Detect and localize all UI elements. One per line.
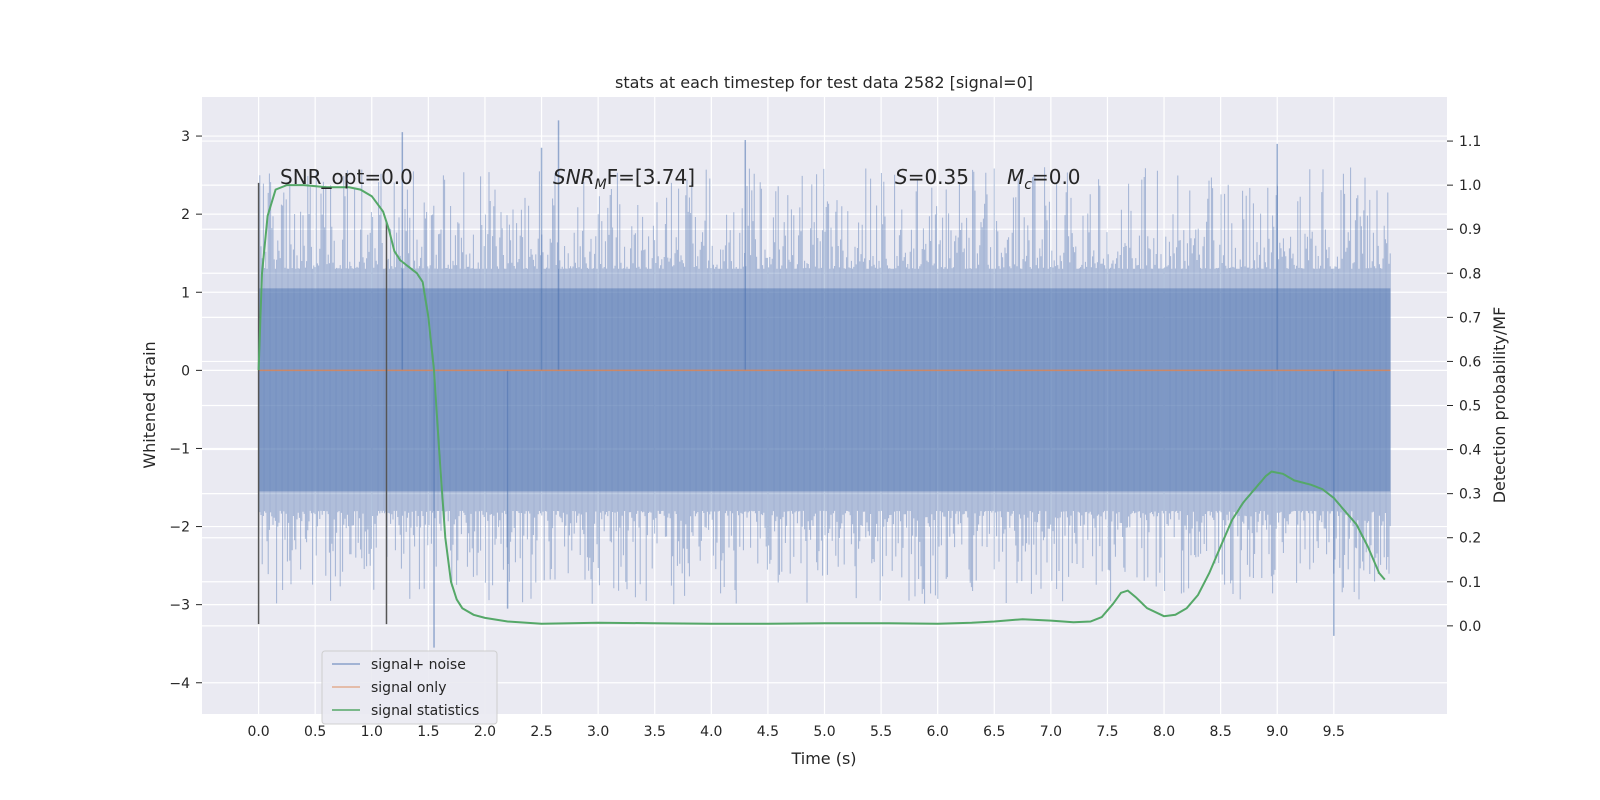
x-tick-label: 5.0 xyxy=(813,724,835,740)
annotation-snr-opt: SNR_opt=0.0 xyxy=(280,165,413,189)
y2-tick-label: 0.8 xyxy=(1459,266,1481,282)
x-tick-label: 9.0 xyxy=(1266,724,1288,740)
y-tick-label: −4 xyxy=(169,676,190,692)
x-axis-label: Time (s) xyxy=(790,749,856,768)
y2-tick-label: 0.2 xyxy=(1459,531,1481,547)
legend-label-statistics: signal statistics xyxy=(371,703,479,719)
y2-tick-label: 1.1 xyxy=(1459,134,1481,150)
y2-axis-ticks: 1.1 1.0 0.9 0.8 0.7 0.6 0.5 0.4 0.3 0.2 0.1 0.0 xyxy=(1447,134,1481,635)
s-name: S xyxy=(895,165,908,189)
legend-label-noise: signal+ noise xyxy=(371,657,466,673)
s-value: =0.35 xyxy=(908,165,969,189)
y2-tick-label: 0.1 xyxy=(1459,575,1481,591)
y-axis-ticks: 3 2 1 0 −1 −2 −3 −4 xyxy=(169,129,202,692)
signal-statistics-line xyxy=(257,184,1386,625)
x-tick-label: 7.0 xyxy=(1040,724,1062,740)
y2-tick-label: 0.6 xyxy=(1459,354,1481,370)
y-tick-label: 1 xyxy=(181,285,190,301)
y-tick-label: 2 xyxy=(181,207,190,223)
y-axis-label: Whitened strain xyxy=(140,341,159,468)
mc-sub: c xyxy=(1024,177,1032,193)
x-tick-label: 1.5 xyxy=(417,724,439,740)
y-tick-label: −2 xyxy=(169,520,190,536)
vertical-markers xyxy=(257,182,388,625)
annotation-mc: Mc=0.0 xyxy=(1007,165,1081,193)
x-tick-label: 6.0 xyxy=(927,724,949,740)
x-tick-label: 2.0 xyxy=(474,724,496,740)
signal-plus-noise-series xyxy=(258,120,1391,648)
y2-tick-label: 1.0 xyxy=(1459,178,1481,194)
x-tick-label: 6.5 xyxy=(983,724,1005,740)
y2-axis-label: Detection probability/MF xyxy=(1490,307,1509,504)
legend-label-signal-only: signal only xyxy=(371,680,446,696)
y-tick-label: 0 xyxy=(181,363,190,379)
snr-mf-sub: M xyxy=(595,177,607,193)
x-tick-label: 2.5 xyxy=(530,724,552,740)
y2-tick-label: 0.4 xyxy=(1459,443,1481,459)
x-tick-label: 9.5 xyxy=(1323,724,1345,740)
y2-tick-label: 0.3 xyxy=(1459,487,1481,503)
legend-box xyxy=(321,650,498,725)
mc-value: =0.0 xyxy=(1032,165,1081,189)
y2-tick-label: 0.7 xyxy=(1459,310,1481,326)
x-tick-label: 8.0 xyxy=(1153,724,1175,740)
mc-name: M xyxy=(1007,165,1024,189)
y-tick-label: 3 xyxy=(181,129,190,145)
x-tick-label: 5.5 xyxy=(870,724,892,740)
y-tick-label: −1 xyxy=(169,441,190,457)
y2-tick-label: 0.0 xyxy=(1459,619,1481,635)
y2-tick-label: 0.9 xyxy=(1459,222,1481,238)
snr-mf-base: SNR xyxy=(553,165,595,189)
x-tick-label: 1.0 xyxy=(361,724,383,740)
noise-core-band xyxy=(258,288,1391,492)
snr-mf-rest: F=[3.74] xyxy=(607,165,695,189)
chart-title: stats at each timestep for test data 258… xyxy=(615,73,1033,92)
legend: signal+ noise signal only signal statist… xyxy=(321,650,498,725)
annotation-snr-mf: SNRMF=[3.74] xyxy=(553,165,695,193)
x-tick-label: 4.0 xyxy=(700,724,722,740)
y2-tick-label: 0.5 xyxy=(1459,399,1481,415)
y-tick-label: −3 xyxy=(169,598,190,614)
x-tick-label: 7.5 xyxy=(1096,724,1118,740)
annotation-s: S=0.35 xyxy=(895,165,969,189)
x-tick-label: 4.5 xyxy=(757,724,779,740)
x-tick-label: 0.0 xyxy=(247,724,269,740)
x-tick-label: 8.5 xyxy=(1210,724,1232,740)
x-tick-label: 3.5 xyxy=(644,724,666,740)
x-tick-label: 0.5 xyxy=(304,724,326,740)
x-axis-ticks: 0.0 0.5 1.0 1.5 2.0 2.5 3.0 3.5 4.0 4.5 5.0 5.5 6.0 6… xyxy=(247,724,1344,740)
x-tick-label: 3.0 xyxy=(587,724,609,740)
